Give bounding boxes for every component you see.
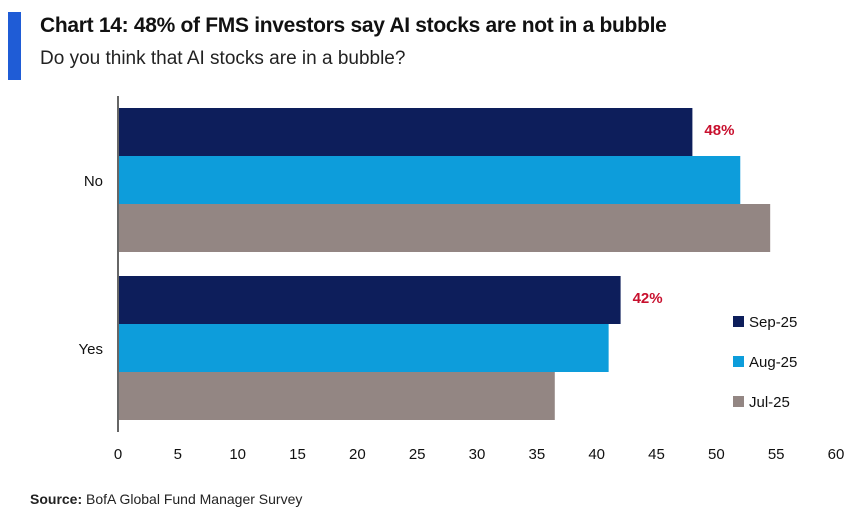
x-tick-label: 20 bbox=[349, 446, 366, 463]
x-tick-label: 25 bbox=[409, 446, 426, 463]
bar-chart: No Yes 48% 42% 0 5 10 15 20 25 30 35 40 45 50 55 60 Sep-2… bbox=[79, 96, 845, 463]
chart-subtitle: Do you think that AI stocks are in a bub… bbox=[40, 48, 406, 69]
chart-title: Chart 14: 48% of FMS investors say AI st… bbox=[40, 14, 667, 37]
legend-swatch-aug-25 bbox=[733, 356, 744, 367]
legend-label-aug-25: Aug-25 bbox=[749, 354, 797, 371]
x-tick-label: 45 bbox=[648, 446, 665, 463]
category-label-yes: Yes bbox=[79, 341, 103, 358]
legend-label-jul-25: Jul-25 bbox=[749, 394, 790, 411]
source-text: BofA Global Fund Manager Survey bbox=[86, 491, 303, 507]
x-tick-label: 30 bbox=[469, 446, 486, 463]
x-tick-label: 50 bbox=[708, 446, 725, 463]
x-tick-label: 5 bbox=[174, 446, 182, 463]
x-tick-label: 60 bbox=[828, 446, 845, 463]
data-label-no: 48% bbox=[704, 122, 734, 139]
title-accent-bar bbox=[8, 12, 21, 80]
category-label-no: No bbox=[84, 173, 103, 190]
bar-yes-sep-25 bbox=[119, 276, 621, 324]
bar-yes-jul-25 bbox=[119, 372, 555, 420]
legend-swatch-sep-25 bbox=[733, 316, 744, 327]
data-label-yes: 42% bbox=[633, 290, 663, 307]
x-tick-label: 0 bbox=[114, 446, 122, 463]
bar-no-aug-25 bbox=[119, 156, 741, 204]
x-tick-label: 40 bbox=[588, 446, 605, 463]
x-tick-label: 55 bbox=[768, 446, 785, 463]
legend-label-sep-25: Sep-25 bbox=[749, 314, 797, 331]
bar-no-jul-25 bbox=[119, 204, 771, 252]
source-note: Source: BofA Global Fund Manager Survey bbox=[30, 491, 302, 507]
source-label: Source: bbox=[30, 491, 83, 507]
legend-swatch-jul-25 bbox=[733, 396, 744, 407]
bar-yes-aug-25 bbox=[119, 324, 609, 372]
bar-no-sep-25 bbox=[119, 108, 693, 156]
x-tick-label: 15 bbox=[289, 446, 306, 463]
x-tick-label: 10 bbox=[229, 446, 246, 463]
x-tick-label: 35 bbox=[528, 446, 545, 463]
